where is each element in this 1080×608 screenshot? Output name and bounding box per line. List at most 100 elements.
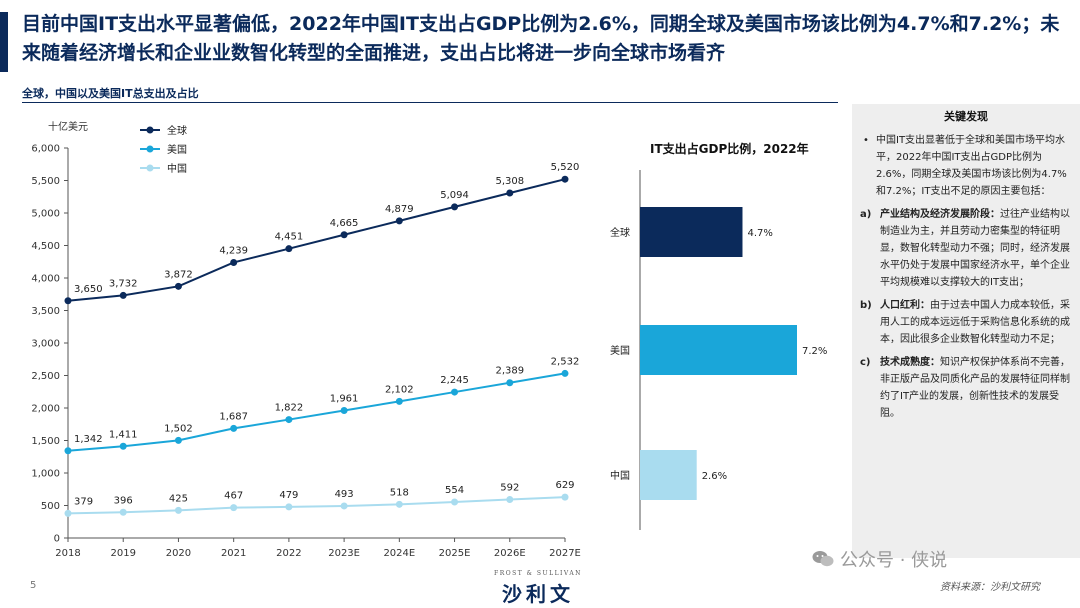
subtitle-divider [22, 102, 838, 103]
gdp-share-bar-chart: 全球 4.7% 美国 7.2% 中国 2.6% [610, 170, 827, 530]
y-tick-label: 5,000 [31, 209, 60, 220]
series-2-data-label: 1,822 [275, 403, 304, 414]
series-2-point [451, 388, 459, 396]
x-tick-label: 2019 [110, 548, 135, 558]
headline-accent-bar [0, 12, 8, 72]
bar-chart-title: IT支出占GDP比例，2022年 [650, 142, 809, 156]
finding-b-heading: 人口红利： [880, 300, 930, 311]
finding-a-heading: 产业结构及经济发展阶段： [880, 209, 1000, 220]
series-3-point [64, 509, 72, 517]
series-1-point [395, 217, 403, 225]
brand-logo-wordmark: FROST & SULLIVAN [494, 570, 582, 577]
series-1-data-label: 4,239 [219, 245, 248, 256]
series-3-data-label: 379 [74, 496, 93, 507]
y-tick-label: 0 [54, 534, 60, 545]
series-3-data-label: 629 [555, 480, 574, 491]
brand-logo: 沙利文 [502, 582, 574, 606]
finding-b-body: 由于过去中国人力成本较低，采用人工的成本远远低于采购信息化系统的成本，因此很多企… [880, 300, 1070, 345]
finding-c-heading: 技术成熟度： [880, 357, 940, 368]
legend-label: 全球 [167, 124, 187, 137]
watermark: 公众号 · 侠说 [812, 546, 947, 572]
x-tick-label: 2025E [439, 548, 471, 558]
finding-a-body: 过往产业结构以制造业为主，并且劳动力密集型的特征明显，数智化转型动力不强；同时，… [880, 209, 1070, 288]
legend-swatch-marker [146, 126, 154, 134]
series-2-point [506, 379, 514, 387]
series-1-point [340, 231, 348, 239]
series-line-3 [67, 496, 566, 515]
series-3-data-label: 554 [445, 485, 464, 496]
legend-swatch-marker [146, 145, 154, 153]
y-tick-label: 2,000 [31, 404, 60, 415]
series-3-data-label: 493 [335, 489, 354, 500]
series-3-point [174, 506, 182, 514]
y-tick-label: 1,500 [31, 436, 60, 447]
x-tick-label: 2018 [55, 548, 80, 558]
page-number: 5 [30, 580, 37, 591]
series-1-point [561, 175, 569, 183]
y-tick-label: 4,500 [31, 241, 60, 252]
series-2-point [285, 416, 293, 424]
legend-swatch-marker [146, 164, 154, 172]
series-3-data-label: 396 [114, 495, 133, 506]
y-tick-label: 3,000 [31, 339, 60, 350]
series-1-point [285, 245, 293, 253]
chart-section-subtitle: 全球，中国以及美国IT总支出及占比 [22, 87, 199, 100]
x-tick-label: 2024E [383, 548, 415, 558]
legend-label: 美国 [167, 143, 187, 156]
finding-c-marker: c) [860, 357, 871, 368]
series-2-point [64, 447, 72, 455]
series-1-point [506, 189, 514, 197]
series-3-data-label: 425 [169, 493, 188, 504]
series-1-data-label: 4,665 [330, 218, 359, 229]
series-1-point [119, 291, 127, 299]
key-findings-intro: 中国IT支出显著低于全球和美国市场平均水平，2022年中国IT支出占GDP比例为… [860, 132, 1072, 200]
bar-2 [640, 325, 797, 375]
bar-category-label: 中国 [610, 469, 630, 482]
series-2-data-label: 1,342 [74, 434, 103, 445]
series-2-data-label: 1,502 [164, 423, 193, 434]
source-note: 资料来源：沙利文研究 [940, 582, 1040, 593]
series-3-point [340, 502, 348, 510]
series-3-point [285, 503, 293, 511]
y-tick-label: 2,500 [31, 371, 60, 382]
finding-c-body: 知识产权保护体系尚不完善，非正版产品及同质化产品的发展特征同样制约了IT产业的发… [880, 357, 1070, 419]
finding-a: a) 产业结构及经济发展阶段：过往产业结构以制造业为主，并且劳动力密集型的特征明… [860, 206, 1072, 291]
it-spend-line-chart: 十亿美元 0 500 1,000 1,500 2,000 2,500 3,000 3,500 4,… [31, 120, 581, 558]
series-2-data-label: 2,102 [385, 384, 414, 395]
x-tick-label: 2022 [276, 548, 301, 558]
series-1-data-label: 3,650 [74, 284, 103, 295]
series-3-data-label: 479 [279, 490, 298, 501]
series-1-data-label: 5,308 [495, 176, 524, 187]
series-2-point [561, 369, 569, 377]
y-tick-label: 1,000 [31, 469, 60, 480]
series-1-point [230, 258, 238, 266]
series-2-data-label: 2,245 [440, 375, 469, 386]
y-tick-label: 4,000 [31, 274, 60, 285]
bar-1 [640, 207, 743, 257]
y-tick-label: 500 [41, 501, 60, 512]
bar-3 [640, 450, 697, 500]
series-1-data-label: 4,451 [275, 232, 304, 243]
wechat-icon [812, 551, 834, 567]
bar-category-label: 美国 [610, 344, 630, 357]
series-2-point [395, 397, 403, 405]
bar-category-label: 全球 [610, 226, 630, 239]
series-2-point [174, 436, 182, 444]
y-tick-label: 3,500 [31, 306, 60, 317]
series-3-point [230, 504, 238, 512]
series-1-point [451, 203, 459, 211]
series-1-point [174, 282, 182, 290]
finding-c: c) 技术成熟度：知识产权保护体系尚不完善，非正版产品及同质化产品的发展特征同样… [860, 354, 1072, 422]
x-tick-label: 2023E [328, 548, 360, 558]
series-3-data-label: 518 [390, 487, 409, 498]
series-2-point [119, 442, 127, 450]
series-2-data-label: 1,961 [330, 394, 359, 405]
series-3-point [119, 508, 127, 516]
series-1-data-label: 5,520 [551, 162, 580, 173]
y-tick-label: 5,500 [31, 176, 60, 187]
series-2-data-label: 2,389 [495, 366, 524, 377]
series-2-point [340, 407, 348, 415]
y-axis-unit-label: 十亿美元 [48, 120, 88, 133]
series-1-data-label: 3,732 [109, 278, 138, 289]
key-findings-title: 关键发现 [944, 110, 988, 123]
